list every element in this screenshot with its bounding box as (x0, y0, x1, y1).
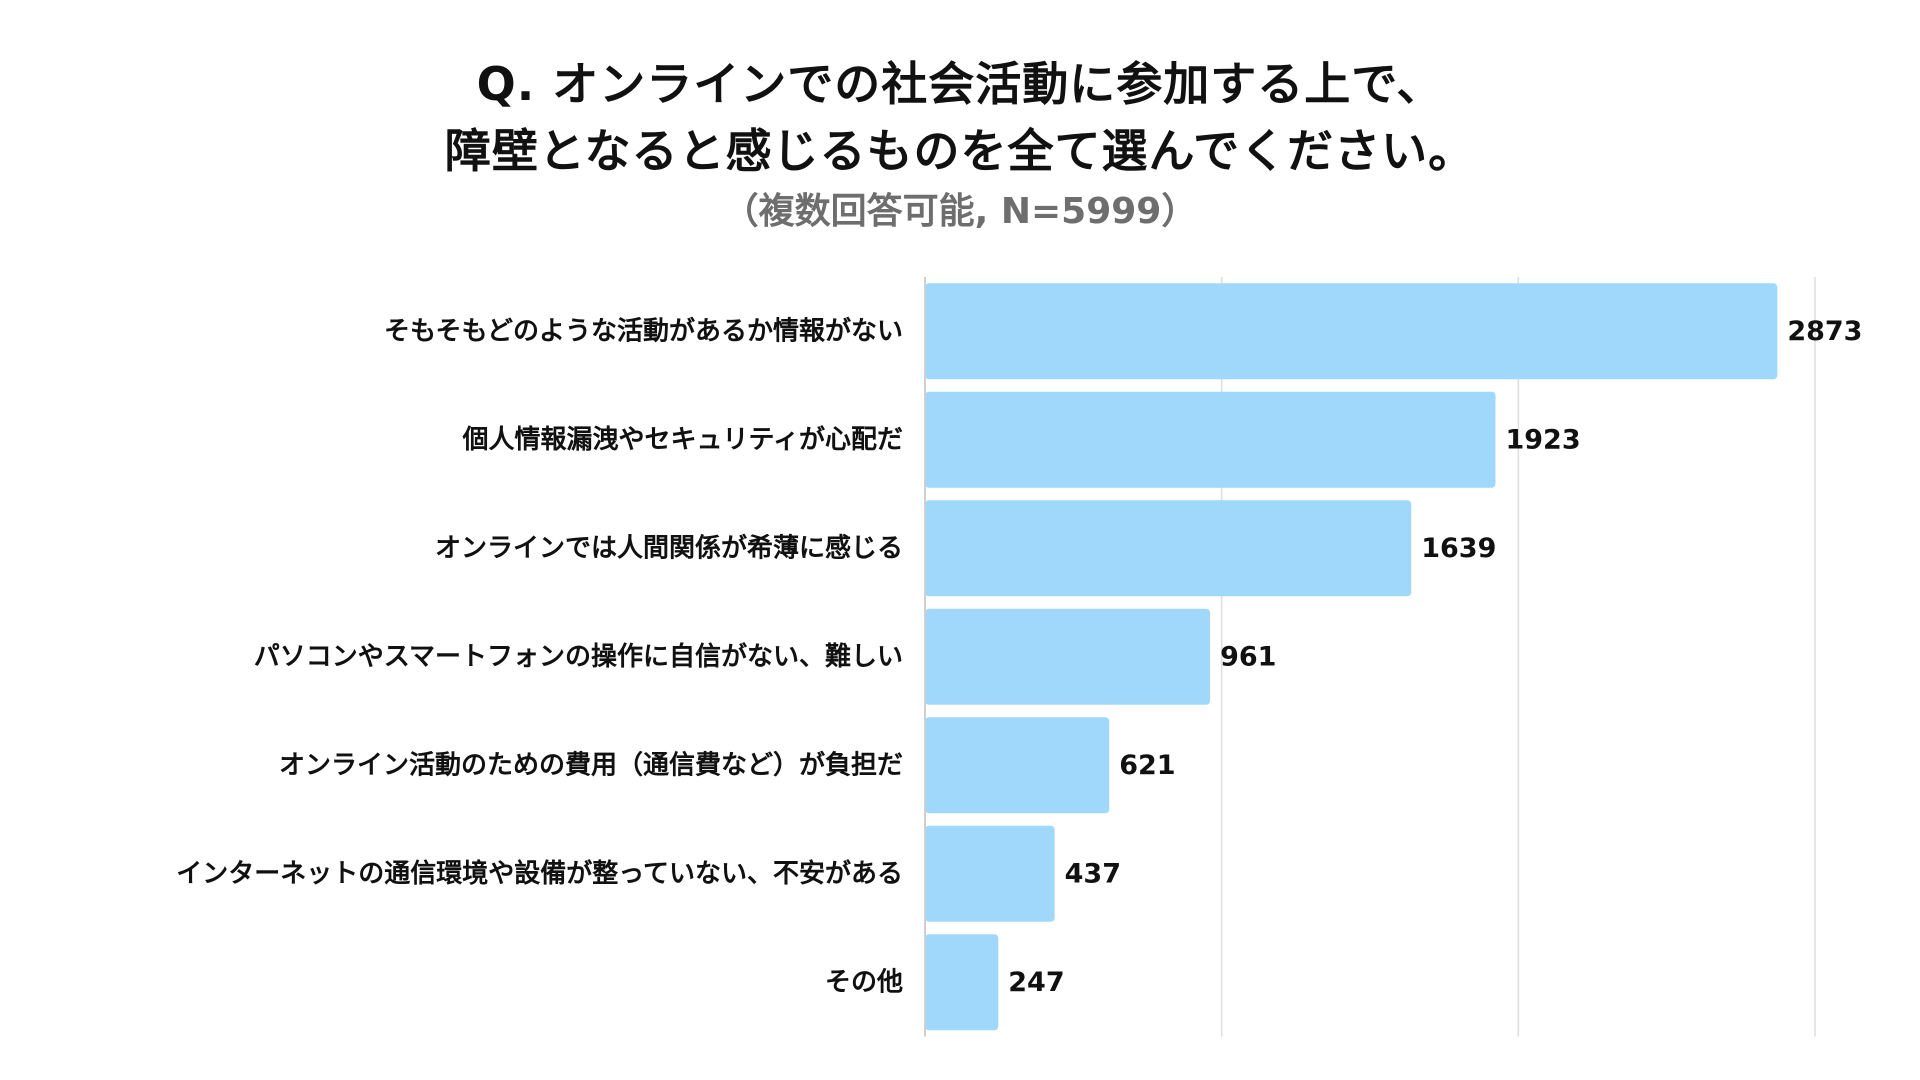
value-label-4: 961 (1220, 641, 1276, 672)
value-label-2: 1923 (1505, 424, 1580, 455)
value-label-1: 2873 (1787, 316, 1862, 347)
category-label-5: オンライン活動のための費用（通信費など）が負担だ (279, 749, 903, 780)
bar-1 (925, 283, 1778, 380)
bar-6 (925, 825, 1055, 922)
value-label-7: 247 (1008, 967, 1064, 998)
chart-subtitle: （複数回答可能, N=5999） (722, 191, 1198, 232)
value-labels: 2873 1923 1639 961 621 437 247 (1008, 316, 1862, 998)
category-label-3: オンラインでは人間関係が希薄に感じる (435, 532, 903, 563)
value-label-6: 437 (1065, 858, 1121, 889)
grid-lines (1220, 277, 1816, 1037)
value-label-3: 1639 (1421, 533, 1496, 564)
category-label-2: 個人情報漏洩やセキュリティが心配だ (462, 424, 903, 455)
chart-title-line-1: Q. オンラインでの社会活動に参加する上で、 (476, 57, 1444, 111)
category-label-4: パソコンやスマートフォンの操作に自信がない、難しい (254, 641, 903, 672)
chart-title-line-2: 障壁となると感じるものを全て選んでください。 (444, 124, 1476, 178)
category-labels: そもそもどのような活動があるか情報がない個人情報漏洩やセキュリティが心配だオンラ… (176, 315, 903, 997)
bar-5 (925, 717, 1110, 814)
bar-2 (925, 391, 1496, 488)
bar-3 (925, 500, 1412, 597)
bars (925, 283, 1778, 1031)
bar-7 (925, 934, 999, 1031)
bar-4 (925, 608, 1211, 705)
category-label-6: インターネットの通信環境や設備が整っていない、不安がある (176, 858, 903, 889)
category-label-7: その他 (825, 967, 903, 997)
value-label-5: 621 (1119, 750, 1175, 781)
category-label-1: そもそもどのような活動があるか情報がない (384, 315, 903, 346)
